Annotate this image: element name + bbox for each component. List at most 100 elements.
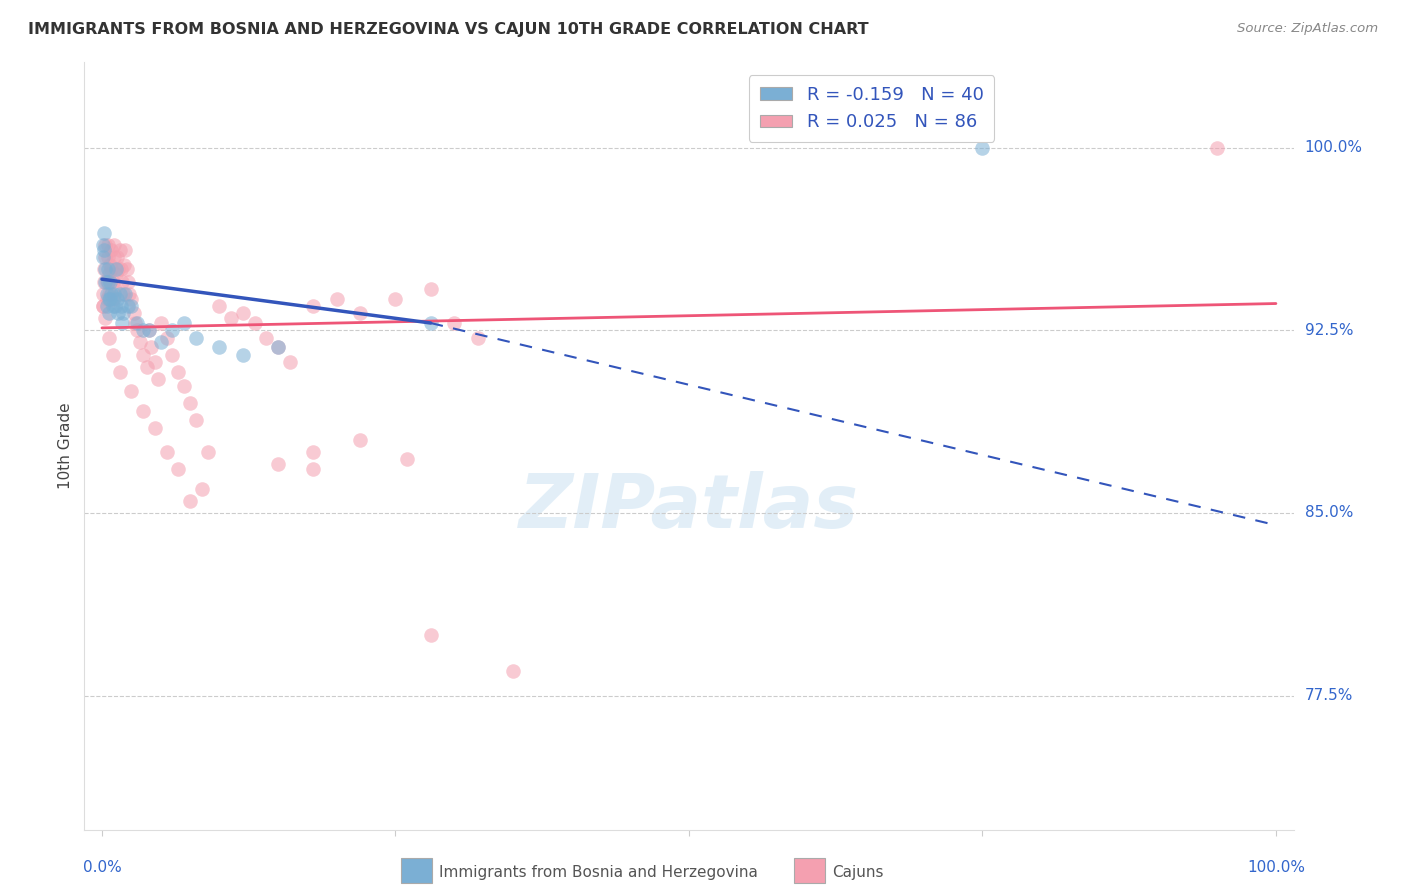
Point [972,141,994,155]
Point [98,258,121,272]
Point [105,262,128,277]
Point [135,359,157,374]
Point [120,384,142,399]
Point [127,323,149,337]
Point [254,331,277,345]
Point [132,348,155,362]
Point [197,445,219,459]
Point [111,316,134,330]
Point [155,331,177,345]
Point [267,457,290,471]
Text: 77.5%: 77.5% [1305,688,1353,703]
Point [184,413,207,427]
Point [167,365,190,379]
Point [100,286,122,301]
Point [179,396,201,410]
Point [98,292,121,306]
Point [349,306,371,320]
Point [101,275,124,289]
Point [326,292,349,306]
Legend: R = -0.159   N = 40, R = 0.025   N = 86: R = -0.159 N = 40, R = 0.025 N = 86 [749,75,994,142]
Point [302,445,325,459]
Point [117,275,139,289]
Point [267,340,290,354]
Point [302,462,325,476]
Point [101,292,124,306]
Point [502,665,524,679]
Point [93,243,115,257]
Point [97,238,120,252]
Point [114,286,136,301]
Point [118,286,141,301]
Text: Source: ZipAtlas.com: Source: ZipAtlas.com [1237,22,1378,36]
Point [107,262,129,277]
Point [396,452,419,467]
Point [143,355,166,369]
Point [132,403,155,417]
Point [98,268,121,282]
Point [105,292,128,306]
Point [105,268,128,282]
Y-axis label: 10th Grade: 10th Grade [58,402,73,490]
Point [128,335,150,350]
Text: 100.0%: 100.0% [1305,140,1362,155]
Point [108,243,131,257]
Text: IMMIGRANTS FROM BOSNIA AND HERZEGOVINA VS CAJUN 10TH GRADE CORRELATION CHART: IMMIGRANTS FROM BOSNIA AND HERZEGOVINA V… [28,22,869,37]
Point [138,323,160,337]
Point [91,299,114,313]
Text: 85.0%: 85.0% [1305,506,1353,520]
Point [98,275,121,289]
Point [96,292,118,306]
Point [101,348,124,362]
Point [184,331,207,345]
Point [91,238,114,252]
Text: 100.0%: 100.0% [1247,860,1305,875]
Point [141,340,163,354]
Point [1206,141,1229,155]
Text: 0.0%: 0.0% [83,860,121,875]
Point [94,250,117,264]
Point [93,275,115,289]
Point [98,286,121,301]
Point [111,275,134,289]
Point [155,445,177,459]
Point [91,299,114,313]
Point [173,316,195,330]
Point [112,306,135,320]
Point [162,348,184,362]
Point [103,286,125,301]
Point [267,340,290,354]
Point [97,250,120,264]
Point [94,311,117,326]
Text: Immigrants from Bosnia and Herzegovina: Immigrants from Bosnia and Herzegovina [439,865,758,880]
Point [98,275,121,289]
Point [104,282,127,296]
Point [98,306,121,320]
Point [115,262,138,277]
Point [443,316,465,330]
Point [349,433,371,447]
Text: Cajuns: Cajuns [832,865,884,880]
Point [96,275,118,289]
Point [108,286,131,301]
Point [162,323,184,337]
Point [93,226,115,240]
Point [208,340,231,354]
Point [149,335,172,350]
Point [96,299,118,313]
Point [94,262,117,277]
Point [91,286,114,301]
Point [97,262,120,277]
Point [100,243,122,257]
Point [467,331,489,345]
Point [110,299,132,313]
Point [302,299,325,313]
Point [278,355,301,369]
Point [103,250,125,264]
Point [132,323,155,337]
Point [101,299,124,313]
Point [167,462,190,476]
Point [105,250,128,264]
Point [190,482,212,496]
Point [112,258,135,272]
